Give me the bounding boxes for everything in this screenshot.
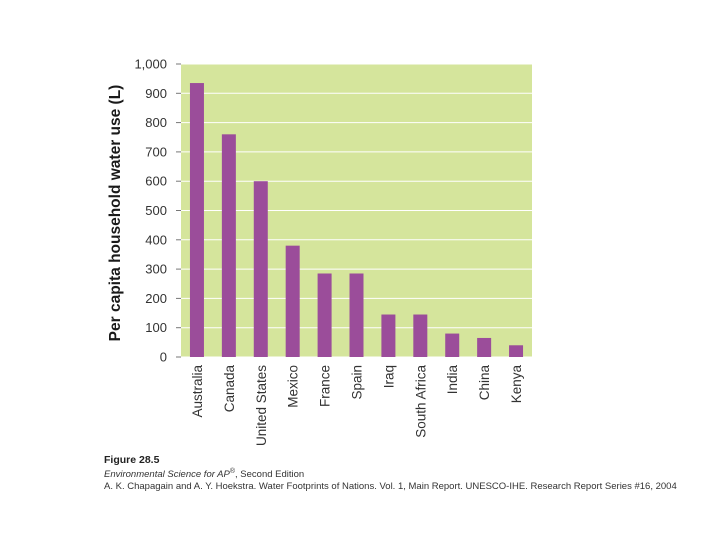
- y-tick-label: 0: [160, 350, 167, 365]
- bar-australia: [189, 83, 204, 358]
- bar-france: [317, 273, 332, 357]
- edition: , Second Edition: [235, 469, 305, 481]
- source-citation: A. K. Chapagain and A. Y. Hoekstra. Wate…: [104, 481, 677, 493]
- bar-chart: 0 100 200 300 400 500 600 700 800 900 1,000 Austra…: [107, 57, 532, 447]
- x-tick-label: Iraq: [381, 365, 396, 388]
- bar-united-states: [253, 181, 268, 357]
- y-tick-label: 100: [145, 320, 167, 335]
- y-axis-label: Per capita household water use (L): [107, 85, 124, 342]
- x-tick-label: United States: [254, 365, 269, 446]
- x-tick-label: Canada: [222, 365, 237, 413]
- x-tick-label: France: [318, 365, 333, 407]
- x-tick-label: Spain: [350, 365, 365, 400]
- y-tick-label: 500: [145, 203, 167, 218]
- x-axis-ticks: Australia Canada United States Mexico France…: [190, 365, 524, 447]
- x-tick-label: Kenya: [509, 365, 524, 404]
- x-tick-label: Mexico: [286, 365, 301, 408]
- y-tick-label: 800: [145, 115, 167, 130]
- y-tick-label: 300: [145, 262, 167, 277]
- registered-mark: ®: [229, 468, 236, 475]
- bar-india: [445, 333, 460, 357]
- y-tick-label: 900: [145, 86, 167, 101]
- bar-spain: [349, 273, 364, 357]
- bar-mexico: [285, 245, 300, 357]
- y-tick-label: 200: [145, 291, 167, 306]
- y-tick-label: 600: [145, 174, 167, 189]
- figure-number: Figure 28.5: [104, 454, 160, 466]
- y-tick-label: 1,000: [134, 57, 167, 72]
- bars: [189, 83, 524, 358]
- bar-south-africa: [413, 314, 428, 357]
- x-tick-label: India: [445, 365, 460, 395]
- x-tick-label: China: [477, 365, 492, 401]
- y-tick-label: 700: [145, 144, 167, 159]
- y-axis-ticks: 0 100 200 300 400 500 600 700 800 900 1,000: [134, 57, 181, 365]
- bar-china: [477, 337, 492, 357]
- x-tick-label: South Africa: [413, 365, 428, 438]
- bar-kenya: [509, 345, 524, 357]
- bar-iraq: [381, 314, 396, 357]
- bar-canada: [221, 134, 236, 357]
- book-title: Environmental Science for AP: [104, 469, 230, 481]
- figure-caption: Figure 28.5 Environmental Science for AP…: [104, 454, 704, 493]
- y-tick-label: 400: [145, 232, 167, 247]
- x-tick-label: Australia: [190, 365, 205, 418]
- book-citation: Environmental Science for AP®, Second Ed…: [104, 466, 704, 481]
